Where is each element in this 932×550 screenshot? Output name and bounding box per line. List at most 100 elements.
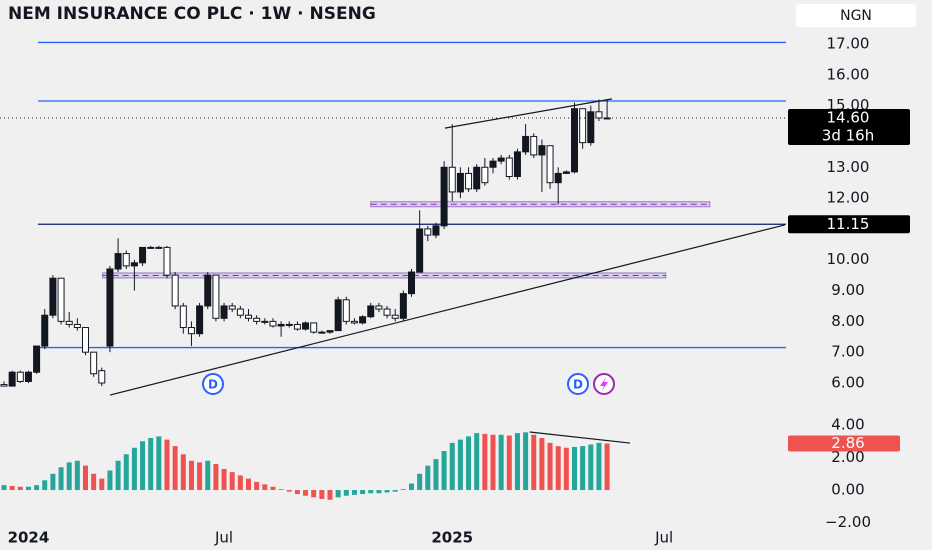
lightning-icon — [600, 377, 608, 391]
y-tick-label: 17.00 — [827, 34, 870, 52]
currency-label: NGN — [840, 8, 872, 24]
candle-body — [187, 327, 195, 335]
histogram-bar — [523, 432, 529, 491]
histogram-bar — [335, 490, 341, 498]
histogram-bar — [99, 478, 105, 491]
y-tick-label: 10.00 — [827, 250, 870, 268]
candle-body — [554, 172, 562, 184]
candle-body — [367, 305, 375, 318]
candle-body — [253, 317, 261, 322]
candle-body — [571, 108, 578, 173]
histogram-bar — [237, 475, 243, 491]
candle-body — [179, 305, 187, 329]
histogram-bar — [433, 459, 439, 491]
histogram-bar — [34, 485, 40, 491]
candle-body — [269, 320, 277, 327]
candle-body — [171, 274, 179, 307]
candle-body — [163, 246, 171, 276]
y-tick-label: 12.00 — [827, 189, 870, 207]
histogram-bar — [563, 447, 569, 491]
y-tick-label: 6.00 — [831, 374, 864, 392]
candle-body — [33, 345, 41, 373]
histogram-bar — [83, 465, 88, 491]
candle-body — [546, 145, 554, 184]
candle-body — [73, 323, 81, 329]
candle-body — [375, 305, 383, 310]
histogram-bar — [604, 443, 610, 491]
x-tick-label: Jul — [214, 529, 233, 547]
candle-body — [489, 160, 497, 168]
marker-label: D — [208, 378, 218, 392]
candle-body — [285, 323, 293, 326]
histogram-bar — [25, 486, 31, 491]
candle-body — [220, 305, 228, 319]
currency-button[interactable] — [796, 4, 916, 27]
y-tick-label: 9.00 — [831, 281, 864, 299]
countdown-label: 3d 16h — [822, 126, 874, 144]
histogram-bar — [140, 441, 146, 491]
histogram-bar — [514, 433, 520, 491]
candle-body — [587, 111, 595, 144]
candle-body — [424, 228, 432, 236]
histogram-bar — [441, 451, 447, 491]
y-tick-label: 7.00 — [831, 343, 864, 361]
candle-body — [57, 277, 65, 322]
candle-body — [302, 322, 310, 330]
histogram-bar — [531, 434, 537, 491]
candle-body — [530, 135, 538, 156]
marker-circle — [567, 373, 589, 395]
candle-body — [408, 271, 415, 295]
histogram-bar — [392, 490, 398, 492]
histogram-bar — [498, 434, 504, 491]
last-price-label: 14.60 — [827, 108, 870, 126]
candle-body — [342, 299, 350, 322]
event-marker[interactable] — [593, 373, 615, 395]
dividend-marker[interactable]: D — [202, 373, 224, 395]
candle-body — [204, 274, 212, 307]
candle-body — [261, 320, 269, 323]
y-tick-label: 13.00 — [827, 158, 870, 176]
candle-body — [49, 277, 57, 316]
candle-body — [318, 331, 326, 334]
candle-body — [595, 111, 603, 119]
candle-body — [236, 308, 244, 316]
level-box — [788, 215, 910, 234]
histogram-bar — [506, 435, 512, 491]
histogram-bar — [449, 442, 455, 491]
histogram-bar — [50, 473, 56, 491]
candle-body — [334, 299, 342, 332]
indicator-label: 2.86 — [831, 434, 864, 452]
histogram-bar — [278, 489, 284, 491]
candle-body — [505, 157, 513, 178]
histogram-bar — [1, 485, 7, 491]
chart-title: NEM INSURANCE CO PLC · 1W · NSENG — [8, 4, 376, 24]
histogram-bar — [376, 490, 382, 494]
dividend-marker[interactable]: D — [567, 373, 589, 395]
histogram-bar — [311, 490, 317, 498]
candle-body — [383, 308, 391, 316]
trend-line — [529, 431, 630, 444]
candle-body — [212, 274, 220, 319]
candle-body — [139, 246, 147, 264]
histogram-bar — [327, 490, 333, 500]
histogram-bar — [474, 433, 480, 491]
histogram-bar — [254, 481, 260, 491]
candle-body — [562, 171, 570, 174]
histogram-bar — [17, 486, 23, 491]
histogram-bar — [156, 436, 162, 491]
candle-body — [326, 330, 334, 333]
y-tick-label: 0.00 — [831, 481, 864, 499]
histogram-bar — [490, 434, 496, 491]
histogram-bar — [188, 460, 194, 491]
candle-body — [24, 371, 32, 382]
histogram-bar — [417, 473, 423, 491]
candle-body — [481, 166, 489, 184]
histogram-bar — [9, 485, 15, 491]
histogram-bar — [400, 489, 406, 491]
histogram-bar — [172, 446, 178, 491]
trend-line — [444, 98, 613, 129]
histogram-bar — [294, 490, 300, 495]
histogram-bar — [547, 442, 553, 491]
histogram-bar — [115, 460, 121, 491]
candle-body — [16, 371, 24, 382]
